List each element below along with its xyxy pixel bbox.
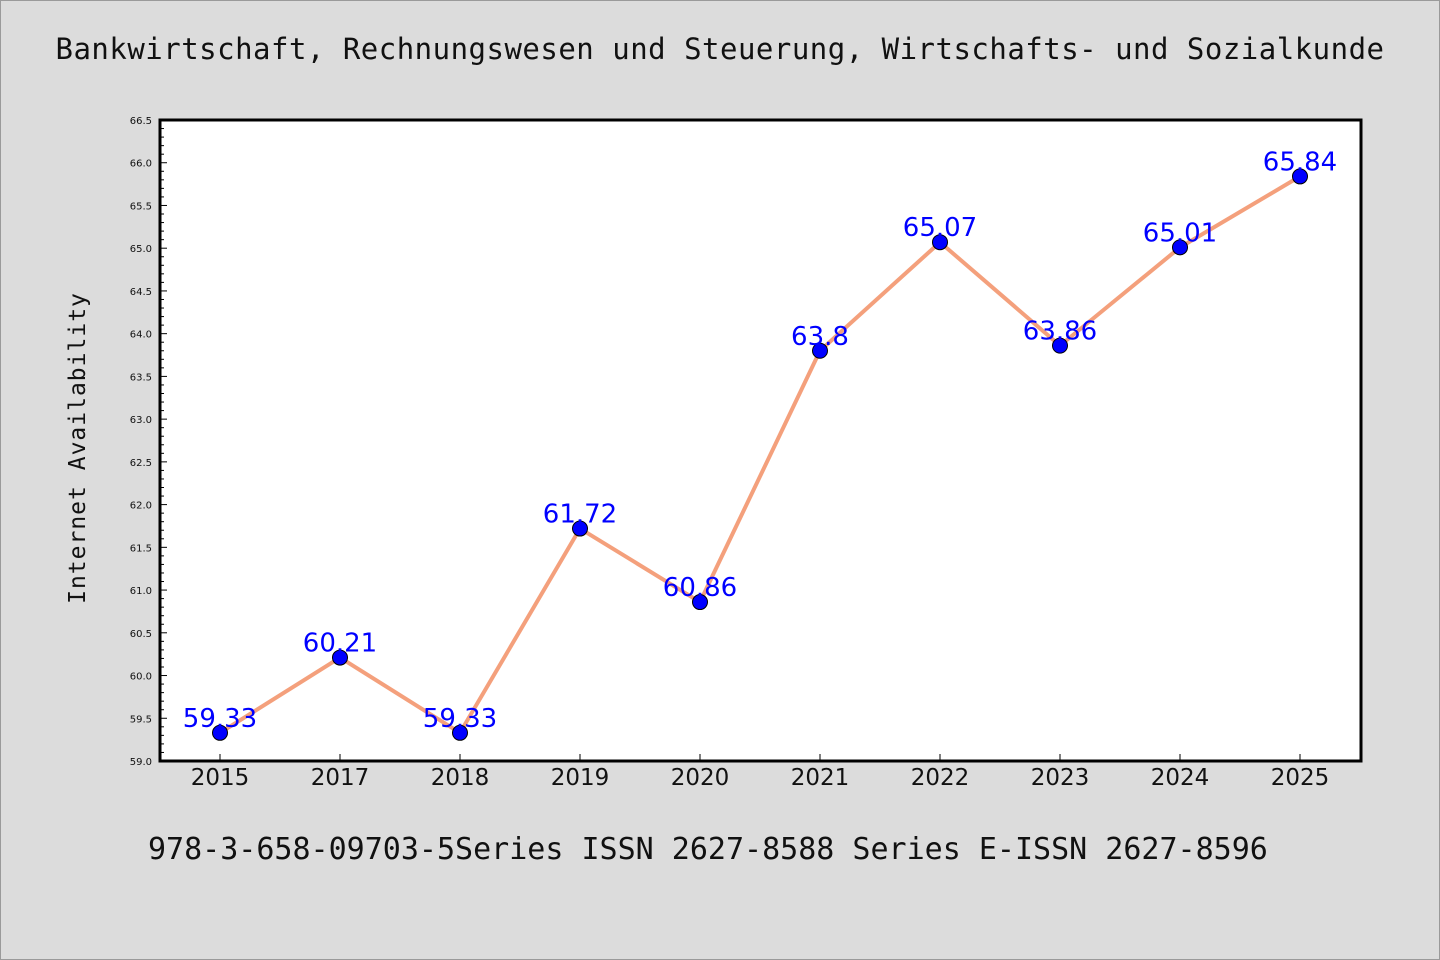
y-tick-label: 59.5	[130, 714, 152, 725]
data-point	[572, 520, 588, 537]
data-point	[1172, 239, 1188, 256]
y-tick-label: 66.5	[130, 116, 152, 127]
plot-area	[160, 120, 1361, 761]
y-tick-label: 61.0	[130, 586, 152, 597]
x-tick-label: 2019	[551, 765, 610, 791]
x-tick-label: 2021	[791, 765, 850, 791]
y-tick-label: 60.0	[130, 672, 152, 683]
data-point	[1292, 168, 1308, 185]
data-point	[812, 342, 828, 359]
x-tick-label: 2017	[311, 765, 370, 791]
series-line	[218, 174, 1302, 735]
x-tick-label: 2025	[1271, 765, 1330, 791]
x-tick-label: 2022	[911, 765, 970, 791]
x-tick-label: 2018	[431, 765, 490, 791]
data-label: 60.86	[663, 573, 737, 603]
data-label: 61.72	[543, 500, 617, 530]
data-point	[332, 649, 348, 666]
y-tick-label: 60.5	[130, 629, 152, 640]
y-tick-label: 62.5	[130, 458, 152, 469]
data-label: 65.84	[1263, 147, 1337, 177]
y-tick-label: 64.0	[130, 330, 152, 341]
y-tick-label: 59.0	[130, 757, 152, 768]
y-tick-label: 62.0	[130, 501, 152, 512]
data-label: 65.01	[1143, 218, 1217, 248]
x-tick-label: 2020	[671, 765, 730, 791]
x-tick-label: 2023	[1031, 765, 1090, 791]
y-tick-label: 63.5	[130, 372, 152, 383]
data-point	[692, 594, 708, 611]
data-label: 60.21	[303, 629, 377, 659]
chart-title: Bankwirtschaft, Rechnungswesen und Steue…	[55, 32, 1385, 66]
y-tick-label: 64.5	[130, 287, 152, 298]
data-point	[452, 724, 468, 741]
x-tick-label: 2015	[191, 765, 250, 791]
data-point	[1052, 337, 1068, 354]
data-label: 59.33	[423, 704, 497, 734]
y-tick-label: 66.0	[130, 159, 152, 170]
x-tick-label: 2024	[1151, 765, 1210, 791]
y-tick-label: 65.0	[130, 244, 152, 255]
plot-border	[158, 118, 1363, 763]
footer-isbn: 978-3-658-09703-5Series ISSN 2627-8588 S…	[148, 832, 1268, 867]
data-label: 63.86	[1023, 317, 1097, 347]
data-label: 65.07	[903, 213, 977, 243]
y-tick-label: 65.5	[130, 201, 152, 212]
data-point	[212, 724, 228, 741]
data-label: 59.33	[183, 704, 257, 734]
y-tick-label: 63.0	[130, 415, 152, 426]
data-point	[932, 234, 948, 251]
data-label: 63.8	[791, 322, 849, 352]
y-tick-label: 61.5	[130, 543, 152, 554]
